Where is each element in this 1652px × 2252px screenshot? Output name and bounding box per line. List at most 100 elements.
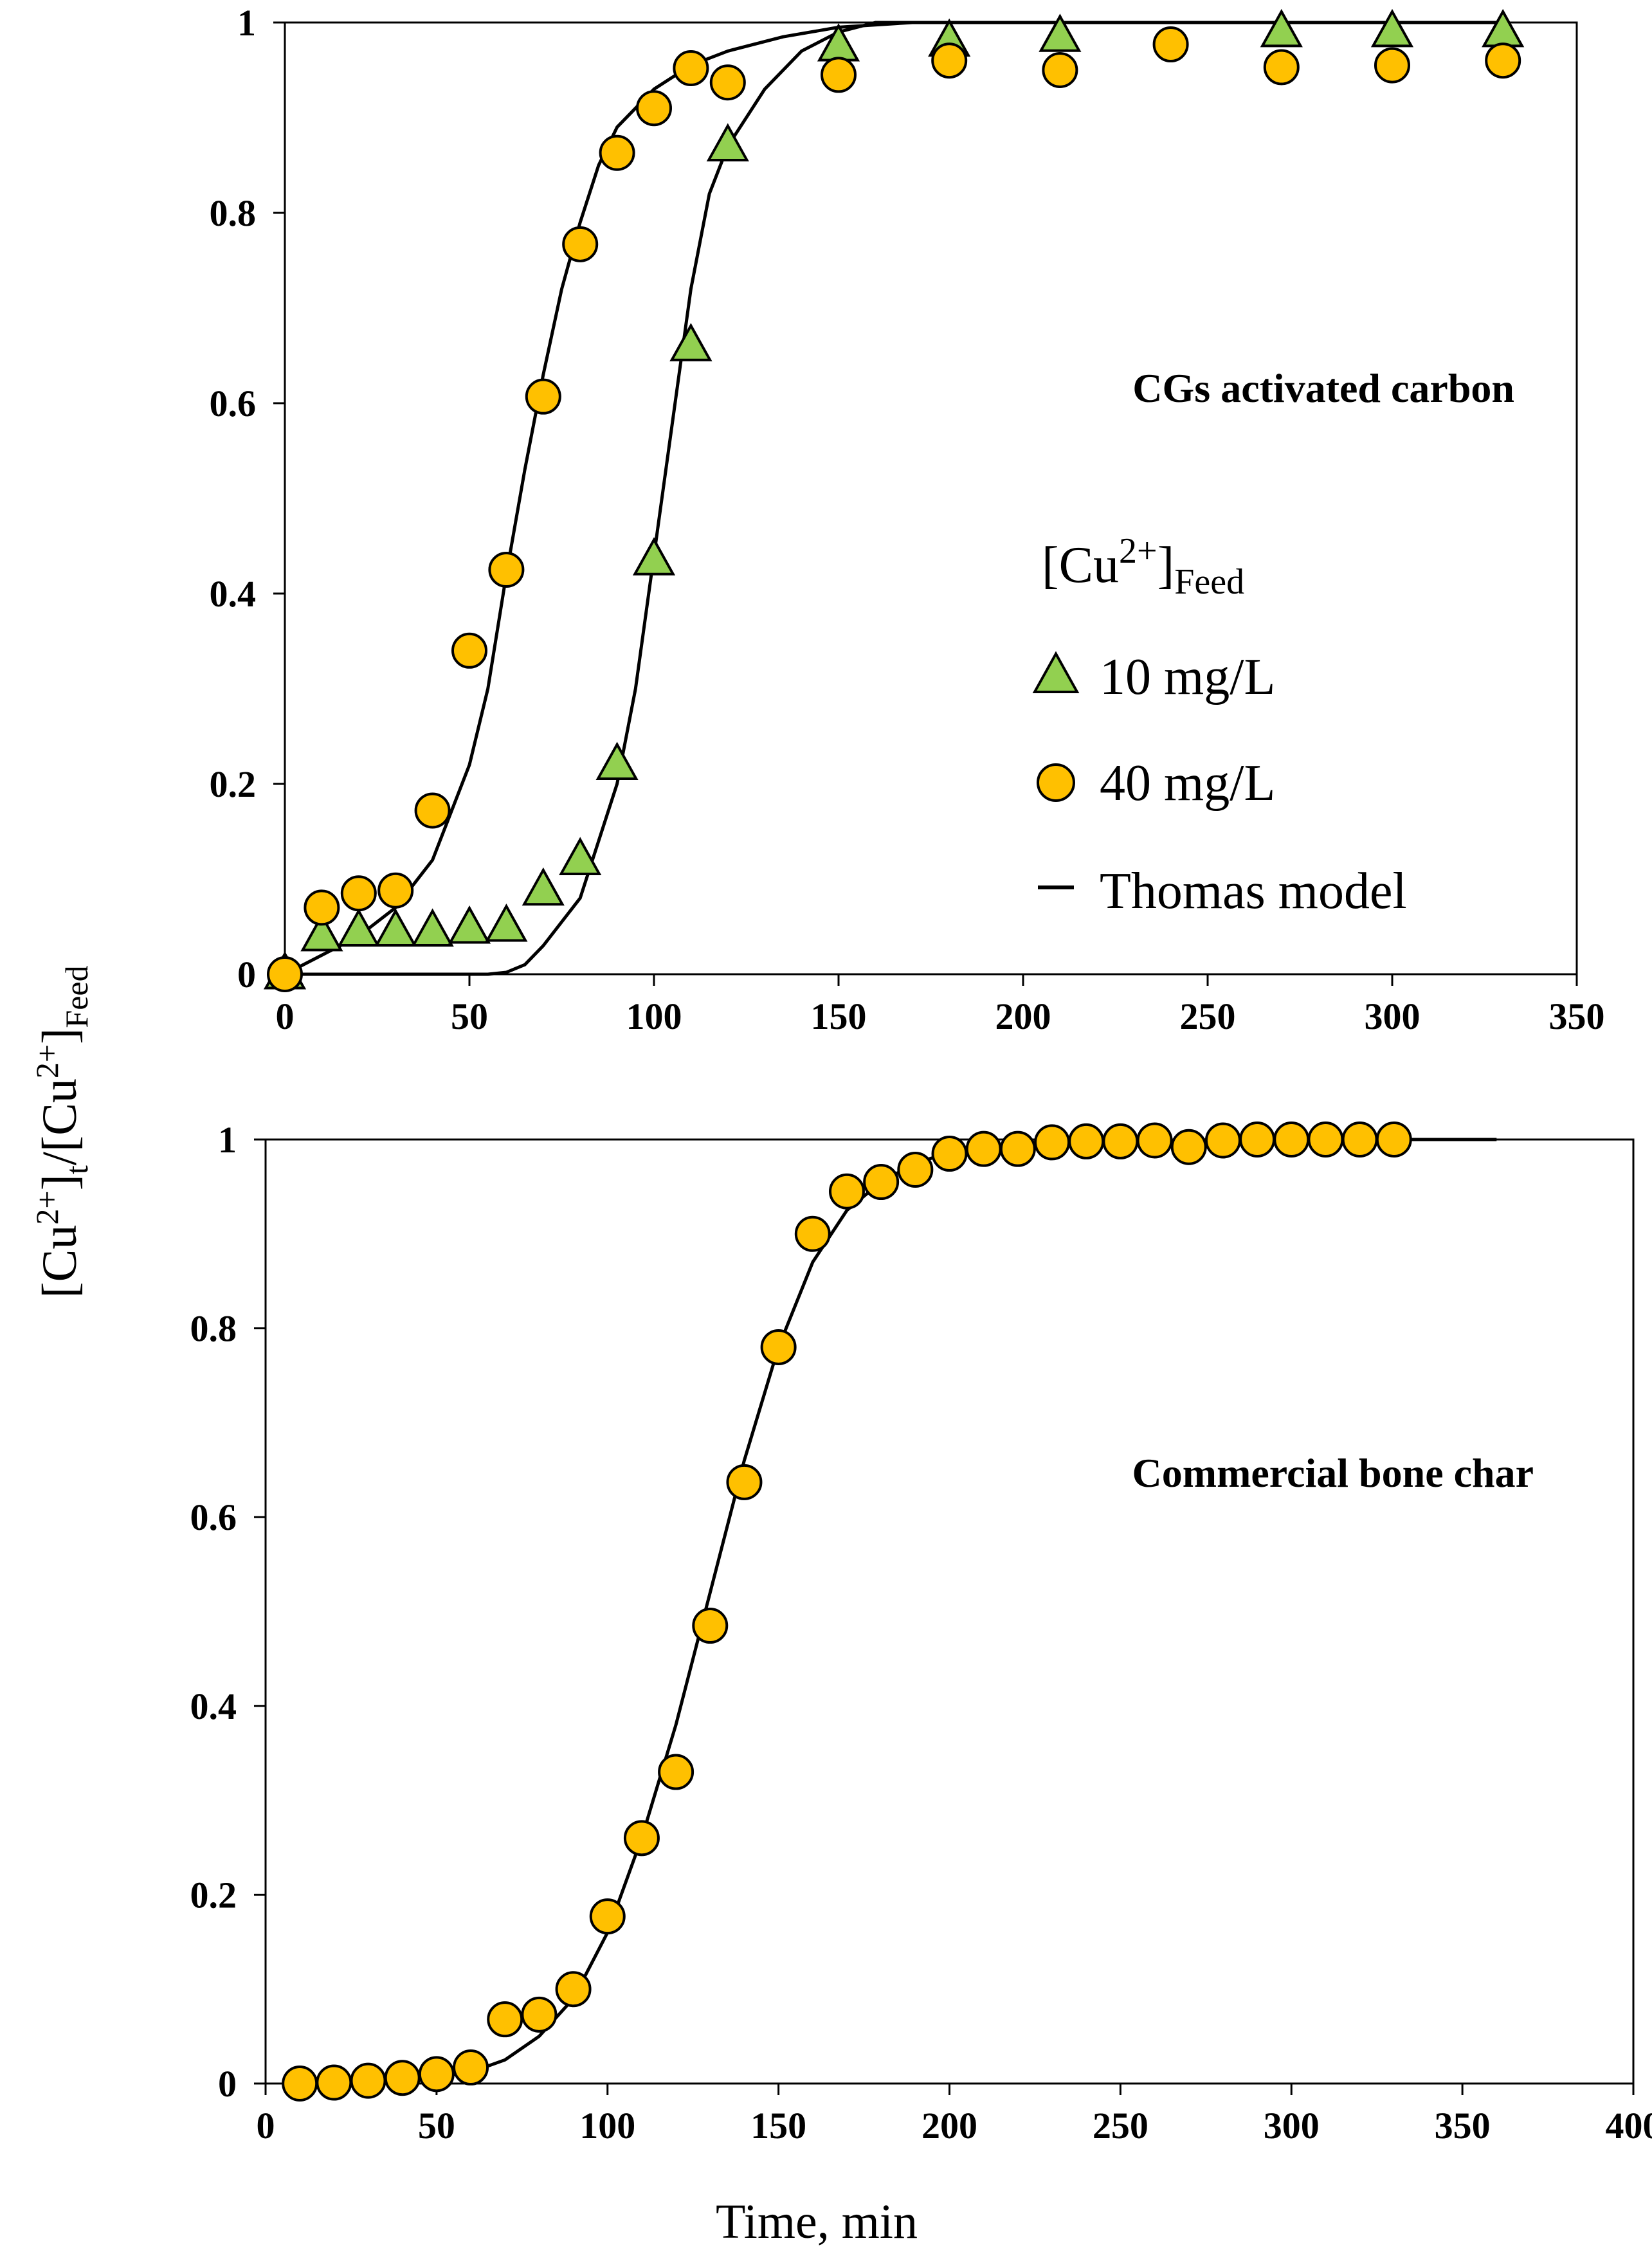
data-point-triangle xyxy=(485,904,528,942)
data-point-circle xyxy=(794,1215,831,1252)
data-point-circle xyxy=(692,1608,729,1644)
data-point-triangle xyxy=(522,867,565,906)
y-tick-label: 0.2 xyxy=(210,763,257,805)
data-point-circle xyxy=(384,2060,421,2096)
data-point-circle xyxy=(488,552,525,588)
annotation-cgs-activated-carbon: CGs activated carbon xyxy=(1132,365,1514,411)
x-tick-label: 350 xyxy=(1435,2105,1491,2147)
data-point-circle xyxy=(1307,1121,1344,1158)
data-point-triangle xyxy=(706,123,749,161)
x-tick-label: 400 xyxy=(1606,2105,1652,2147)
data-point-circle xyxy=(414,792,451,829)
y-tick-label: 0 xyxy=(218,2063,237,2105)
data-point-circle xyxy=(1102,1123,1139,1159)
data-point-triangle xyxy=(1370,8,1414,48)
data-point-triangle xyxy=(559,837,602,875)
y-tick-label: 0 xyxy=(237,954,256,995)
y-tick-label: 0.6 xyxy=(190,1496,237,1538)
data-point-triangle xyxy=(337,908,380,947)
x-tick-label: 0 xyxy=(276,995,295,1037)
data-point-circle xyxy=(1170,1129,1207,1165)
data-point-circle xyxy=(267,956,303,992)
x-tick-label: 350 xyxy=(1549,995,1605,1037)
data-point-circle xyxy=(525,378,561,415)
x-tick-label: 200 xyxy=(921,2105,977,2147)
data-point-circle xyxy=(1485,42,1521,79)
x-tick-label: 50 xyxy=(451,995,488,1037)
x-tick-label: 0 xyxy=(257,2105,275,2147)
data-point-circle xyxy=(821,57,857,93)
data-point-circle xyxy=(304,889,340,926)
legend-title: [Cu2+]Feed xyxy=(1042,531,1244,602)
data-point-circle xyxy=(1273,1121,1310,1158)
x-tick-label: 100 xyxy=(626,995,682,1037)
data-point-triangle xyxy=(448,905,491,944)
data-point-circle xyxy=(1374,47,1410,84)
legend-item-label: 10 mg/L xyxy=(1100,649,1275,705)
legend-item-label: Thomas model xyxy=(1100,863,1407,920)
data-point-circle xyxy=(377,872,414,909)
y-tick-label: 0.6 xyxy=(210,383,257,424)
data-point-circle xyxy=(599,134,635,171)
data-point-circle xyxy=(340,875,377,912)
y-tick-label: 0.4 xyxy=(190,1685,237,1727)
data-point-circle xyxy=(555,1971,592,2008)
data-point-triangle xyxy=(1260,8,1303,48)
legend-item-label: 40 mg/L xyxy=(1100,755,1275,812)
x-tick-label: 250 xyxy=(1093,2105,1148,2147)
annotation-commercial-bone-char: Commercial bone char xyxy=(1132,1450,1534,1496)
data-point-triangle xyxy=(374,908,417,947)
data-point-circle xyxy=(1042,52,1078,88)
data-point-circle xyxy=(1152,26,1189,63)
data-point-circle xyxy=(562,226,599,262)
data-point-circle xyxy=(1341,1121,1378,1158)
data-point-circle xyxy=(487,2001,523,2038)
data-point-circle xyxy=(726,1464,763,1500)
data-point-triangle xyxy=(300,913,343,952)
data-point-circle xyxy=(709,64,746,101)
data-point-circle xyxy=(897,1151,934,1188)
legend: [Cu2+]Feed 10 mg/L 40 mg/L Thomas model xyxy=(1032,531,1407,920)
data-point-circle xyxy=(673,50,709,87)
data-point-circle xyxy=(658,1754,694,1790)
data-point-circle xyxy=(1204,1122,1241,1159)
x-tick-label: 300 xyxy=(1264,2105,1320,2147)
data-point-triangle xyxy=(669,323,713,361)
data-point-circle xyxy=(636,90,672,127)
data-point-circle xyxy=(931,42,968,79)
data-point-circle xyxy=(1068,1123,1105,1159)
y-tick-label: 1 xyxy=(218,1119,237,1161)
data-point-circle xyxy=(451,632,487,669)
x-tick-label: 150 xyxy=(811,995,867,1037)
data-point-triangle xyxy=(632,537,676,576)
data-point-circle xyxy=(1375,1121,1412,1158)
x-axis-title: Time, min xyxy=(716,2195,918,2249)
data-point-circle xyxy=(828,1173,865,1210)
data-point-circle xyxy=(1136,1122,1173,1159)
data-point-circle xyxy=(282,2066,318,2102)
x-tick-label: 150 xyxy=(750,2105,806,2147)
data-point-triangle xyxy=(595,741,639,780)
x-tick-label: 200 xyxy=(995,995,1051,1037)
y-tick-label: 0.2 xyxy=(190,1874,237,1916)
data-point-triangle xyxy=(411,908,454,947)
data-point-circle xyxy=(1239,1121,1276,1158)
data-point-circle xyxy=(453,2049,489,2086)
x-tick-label: 50 xyxy=(418,2105,455,2147)
panel-cgs-activated-carbon: 0 50 100 150 200 250 300 350 0 0.2 0.4 0.6 0.8 1 xyxy=(210,2,1605,1037)
data-point-circle xyxy=(350,2062,386,2099)
data-point-circle xyxy=(1034,1124,1071,1161)
data-point-triangle xyxy=(1039,14,1082,52)
y-tick-label: 0.8 xyxy=(210,192,257,234)
legend-marker-circle xyxy=(1037,763,1075,802)
y-tick-label: 0.4 xyxy=(210,573,257,615)
data-point-circle xyxy=(418,2056,455,2093)
data-point-circle xyxy=(623,1820,660,1857)
data-point-circle xyxy=(965,1131,1002,1167)
data-point-circle xyxy=(931,1136,968,1172)
legend-marker-triangle xyxy=(1032,651,1080,693)
data-point-circle xyxy=(521,1996,558,2033)
data-point-circle xyxy=(863,1164,900,1201)
